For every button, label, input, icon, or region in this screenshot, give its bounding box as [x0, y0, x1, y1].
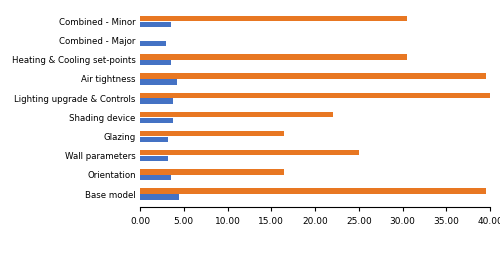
Bar [140, 73, 486, 79]
Bar [140, 16, 407, 21]
Bar [140, 60, 170, 65]
Bar [140, 54, 407, 60]
Bar [140, 169, 284, 175]
Bar [140, 98, 173, 104]
Bar [140, 93, 490, 98]
Bar [140, 156, 168, 161]
Bar [140, 112, 332, 117]
Bar [140, 79, 177, 85]
Bar [140, 150, 359, 156]
Bar [140, 194, 179, 200]
Bar [140, 137, 168, 142]
Bar [140, 41, 166, 46]
Bar [140, 131, 284, 136]
Bar [140, 189, 486, 194]
Bar [140, 118, 173, 123]
Bar [140, 22, 170, 27]
Bar [140, 175, 170, 180]
